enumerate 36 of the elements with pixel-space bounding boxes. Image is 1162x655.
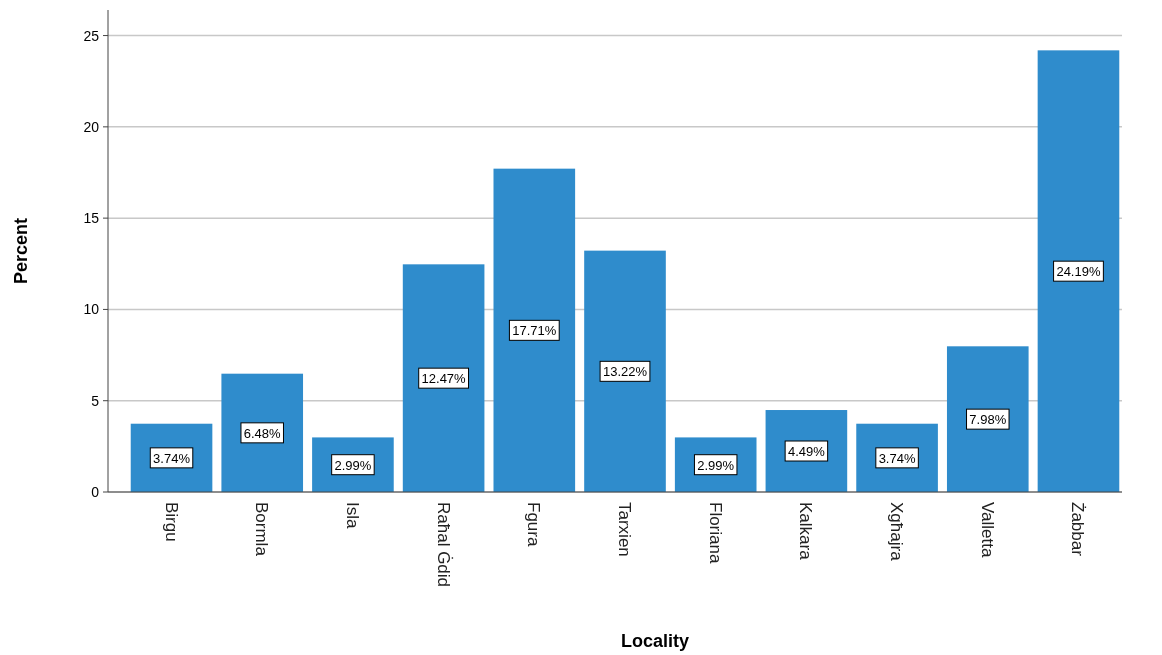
data-label: 13.22% bbox=[602, 364, 648, 380]
y-axis-title: Percent bbox=[11, 217, 31, 285]
y-tick-label: 0 bbox=[91, 484, 100, 500]
x-tick-label: Fgura bbox=[524, 502, 544, 547]
data-label: 2.99% bbox=[697, 457, 735, 473]
bar bbox=[493, 168, 576, 492]
x-axis-title: Locality bbox=[620, 631, 690, 651]
x-tick-label: Isla bbox=[342, 502, 362, 529]
x-tick-label: Kalkara bbox=[796, 502, 816, 561]
data-label: 24.19% bbox=[1056, 264, 1101, 280]
x-tick-label: Xgħajra bbox=[887, 502, 907, 562]
data-label: 6.48% bbox=[243, 425, 282, 441]
x-tick-label: Floriana bbox=[705, 502, 725, 564]
x-tick-label: Birgu bbox=[161, 502, 181, 542]
y-tick-label: 5 bbox=[91, 392, 100, 409]
y-tick-label: 15 bbox=[83, 210, 100, 227]
y-tick-label: 20 bbox=[83, 118, 100, 135]
y-tick-label: 10 bbox=[83, 301, 100, 318]
y-tick-label: 25 bbox=[83, 27, 100, 44]
bar bbox=[221, 373, 304, 492]
bar bbox=[402, 264, 485, 492]
x-tick-label: Valletta bbox=[977, 502, 997, 558]
data-label: 12.47% bbox=[421, 371, 467, 387]
x-tick-label: Żabbar bbox=[1068, 502, 1088, 557]
data-label: 3.74% bbox=[153, 450, 191, 466]
x-tick-label: Raħal Ġdid bbox=[433, 502, 454, 588]
x-tick-label: Bormla bbox=[252, 502, 272, 557]
bar bbox=[584, 250, 666, 492]
data-label: 7.98% bbox=[969, 412, 1007, 428]
data-label: 17.71% bbox=[512, 323, 557, 339]
data-label: 4.49% bbox=[787, 444, 826, 460]
bar bbox=[946, 346, 1029, 492]
data-label: 3.74% bbox=[878, 450, 916, 466]
x-tick-label: Tarxien bbox=[615, 502, 634, 557]
bar bbox=[1037, 50, 1120, 492]
data-label: 2.99% bbox=[334, 457, 372, 473]
